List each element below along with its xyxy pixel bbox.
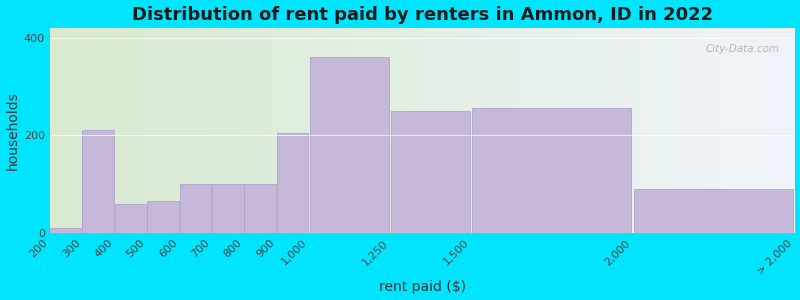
Text: City-Data.com: City-Data.com bbox=[706, 44, 779, 54]
Bar bbox=[310, 57, 389, 233]
Bar bbox=[212, 184, 244, 233]
Bar bbox=[50, 228, 82, 233]
Y-axis label: households: households bbox=[6, 91, 19, 170]
Bar bbox=[244, 184, 276, 233]
Bar bbox=[179, 184, 211, 233]
Bar bbox=[147, 201, 179, 233]
Title: Distribution of rent paid by renters in Ammon, ID in 2022: Distribution of rent paid by renters in … bbox=[131, 6, 713, 24]
Bar bbox=[472, 109, 631, 233]
Bar bbox=[114, 204, 146, 233]
Bar bbox=[82, 130, 114, 233]
Bar bbox=[390, 111, 470, 233]
Bar bbox=[277, 133, 309, 233]
Bar bbox=[634, 189, 793, 233]
X-axis label: rent paid ($): rent paid ($) bbox=[378, 280, 466, 294]
